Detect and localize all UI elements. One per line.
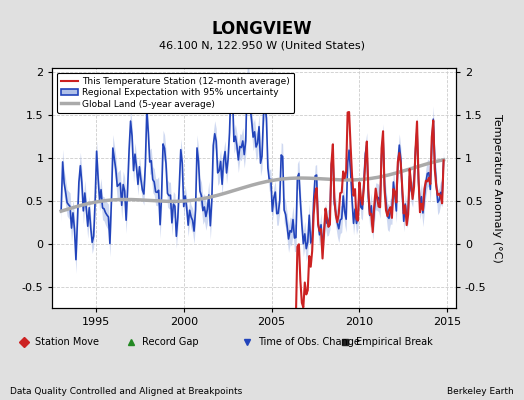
Y-axis label: Temperature Anomaly (°C): Temperature Anomaly (°C) (492, 114, 502, 262)
Text: Time of Obs. Change: Time of Obs. Change (258, 337, 359, 347)
Text: 46.100 N, 122.950 W (United States): 46.100 N, 122.950 W (United States) (159, 40, 365, 50)
Text: Berkeley Earth: Berkeley Earth (447, 387, 514, 396)
Legend: This Temperature Station (12-month average), Regional Expectation with 95% uncer: This Temperature Station (12-month avera… (57, 72, 294, 113)
Text: Record Gap: Record Gap (142, 337, 199, 347)
Text: Empirical Break: Empirical Break (356, 337, 432, 347)
Text: Data Quality Controlled and Aligned at Breakpoints: Data Quality Controlled and Aligned at B… (10, 387, 243, 396)
Text: Station Move: Station Move (35, 337, 99, 347)
Text: LONGVIEW: LONGVIEW (212, 20, 312, 38)
